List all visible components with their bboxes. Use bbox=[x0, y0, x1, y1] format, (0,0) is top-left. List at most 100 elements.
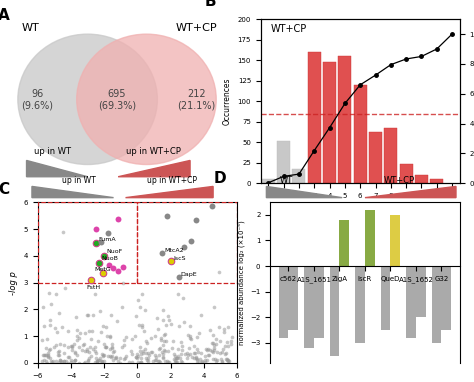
Point bbox=[145, 350, 152, 356]
Point bbox=[176, 355, 184, 361]
Text: NuoB: NuoB bbox=[101, 256, 118, 262]
Point bbox=[93, 358, 101, 364]
Point bbox=[128, 351, 136, 357]
Point bbox=[186, 351, 193, 357]
Point bbox=[209, 349, 217, 355]
Point bbox=[100, 340, 108, 346]
Point bbox=[193, 334, 201, 340]
Text: WT: WT bbox=[280, 176, 293, 185]
Point bbox=[158, 349, 165, 355]
Point bbox=[119, 280, 127, 286]
Bar bbox=[277, 141, 290, 183]
Polygon shape bbox=[27, 160, 88, 177]
Text: C: C bbox=[0, 183, 9, 197]
Point bbox=[84, 358, 91, 364]
Point bbox=[159, 342, 167, 348]
Point bbox=[173, 359, 180, 365]
Bar bbox=[384, 128, 397, 183]
Point bbox=[40, 324, 48, 330]
Point bbox=[213, 357, 221, 363]
Point bbox=[137, 359, 144, 366]
Point bbox=[160, 332, 168, 338]
Point bbox=[64, 328, 72, 334]
Point bbox=[143, 338, 150, 344]
Point bbox=[212, 336, 220, 342]
Point bbox=[56, 341, 64, 347]
Point bbox=[173, 354, 180, 361]
Point bbox=[73, 327, 81, 333]
Point bbox=[62, 358, 70, 364]
Point bbox=[163, 338, 170, 344]
Point bbox=[104, 230, 111, 236]
Point bbox=[208, 348, 216, 354]
Point bbox=[118, 264, 126, 270]
Point bbox=[91, 344, 99, 350]
Point bbox=[99, 352, 107, 358]
Point bbox=[100, 358, 108, 364]
Point bbox=[92, 226, 100, 232]
Point bbox=[132, 312, 140, 319]
Point bbox=[68, 343, 76, 349]
Point bbox=[196, 356, 203, 362]
Point bbox=[224, 358, 232, 364]
Point bbox=[133, 351, 140, 358]
Bar bbox=[400, 165, 413, 183]
Point bbox=[198, 350, 205, 356]
Point bbox=[45, 350, 52, 356]
Point bbox=[148, 349, 156, 355]
Text: WT+CP: WT+CP bbox=[176, 23, 218, 33]
Point bbox=[154, 326, 162, 332]
Point bbox=[55, 348, 63, 354]
Point bbox=[132, 333, 139, 339]
Point bbox=[141, 307, 149, 313]
Point bbox=[120, 356, 128, 363]
Point bbox=[90, 346, 97, 352]
Point bbox=[210, 345, 218, 351]
Point bbox=[146, 353, 153, 359]
Point bbox=[73, 352, 80, 358]
Point bbox=[57, 358, 64, 364]
Point bbox=[120, 342, 128, 348]
Point bbox=[94, 358, 101, 364]
Point bbox=[111, 354, 119, 361]
Point bbox=[219, 358, 226, 364]
Point bbox=[118, 344, 125, 350]
Point bbox=[97, 358, 105, 364]
Point bbox=[113, 318, 121, 324]
Bar bbox=[330, 266, 339, 356]
Point bbox=[155, 352, 163, 358]
Point bbox=[102, 344, 110, 350]
Point bbox=[125, 359, 133, 365]
Point bbox=[215, 269, 223, 275]
Point bbox=[73, 337, 81, 343]
Point bbox=[137, 354, 145, 361]
Point bbox=[187, 238, 194, 244]
Point bbox=[94, 338, 101, 344]
Point bbox=[225, 324, 232, 330]
Point bbox=[73, 314, 80, 320]
Point bbox=[181, 351, 189, 357]
Point bbox=[122, 333, 130, 340]
Point bbox=[114, 267, 121, 274]
Point bbox=[221, 351, 229, 358]
Point bbox=[142, 355, 149, 361]
Polygon shape bbox=[32, 186, 114, 197]
Point bbox=[64, 354, 72, 360]
Point bbox=[219, 346, 227, 352]
Point bbox=[58, 358, 66, 364]
Point bbox=[163, 358, 171, 364]
Point bbox=[204, 353, 212, 359]
Text: NuoF: NuoF bbox=[106, 249, 122, 254]
Point bbox=[71, 350, 79, 356]
Point bbox=[52, 342, 59, 348]
Point bbox=[108, 342, 116, 348]
Point bbox=[159, 317, 167, 323]
Point bbox=[65, 354, 73, 360]
Point bbox=[151, 357, 159, 363]
Point bbox=[183, 355, 191, 361]
Point bbox=[82, 359, 89, 365]
Point bbox=[163, 322, 170, 329]
Point bbox=[172, 359, 179, 365]
Point bbox=[96, 354, 104, 361]
Point bbox=[42, 352, 50, 358]
